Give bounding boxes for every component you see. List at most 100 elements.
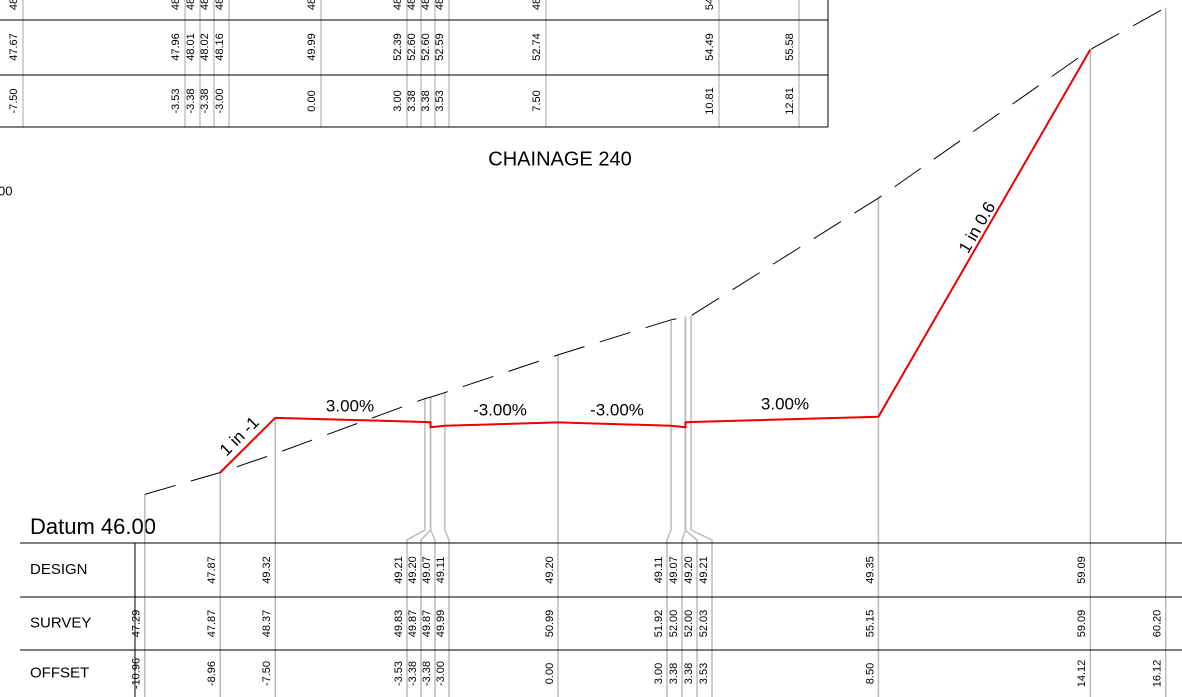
value: 47.67 <box>8 33 20 61</box>
value: 48.16 <box>214 33 226 61</box>
value: 48 <box>199 0 211 10</box>
value: 47.29 <box>131 610 143 638</box>
value: 0.00 <box>306 90 318 111</box>
slope-label: 1 in 0.6 <box>955 199 999 257</box>
section-table: 1 in -13.00% -3.00% -3.00% 3.00%1 in 0.6DES… <box>20 7 1182 697</box>
value: 14.12 <box>1076 660 1088 688</box>
value: 3.00 <box>653 663 665 684</box>
value: -3.00 <box>214 88 226 113</box>
value: -7.50 <box>8 88 20 113</box>
value: 49.87 <box>421 610 433 638</box>
value: 52.59 <box>434 33 446 61</box>
value: 52.39 <box>392 33 404 61</box>
row-label: DESIGN <box>30 561 88 578</box>
value: 49.21 <box>393 556 405 584</box>
value: 8.50 <box>864 663 876 684</box>
row-label: SURVEY <box>30 614 91 631</box>
value: 48 <box>406 0 418 10</box>
value: -8.96 <box>206 661 218 686</box>
value: 54.49 <box>704 33 716 61</box>
value: 48 <box>392 0 404 10</box>
value: 52.00 <box>683 610 695 638</box>
value: 3.38 <box>683 663 695 684</box>
design-line <box>219 49 1092 474</box>
value: 48 <box>170 0 182 10</box>
title: CHAINAGE 240 <box>488 148 631 170</box>
value: -10.96 <box>131 658 143 689</box>
value: 49.35 <box>864 556 876 584</box>
value: 48.01 <box>185 33 197 61</box>
ordinate <box>666 319 672 697</box>
value: -3.00 <box>435 661 447 686</box>
value: 3.53 <box>434 90 446 111</box>
value: 16.12 <box>1152 660 1164 688</box>
slope-label: -3.00% <box>590 400 644 419</box>
value: 48 <box>306 0 318 10</box>
value: 52.60 <box>406 33 418 61</box>
value: 48.37 <box>261 610 273 638</box>
value: 47.87 <box>206 610 218 638</box>
value: 51.92 <box>653 610 665 638</box>
value: 49.99 <box>435 610 447 638</box>
value: 48 <box>214 0 226 10</box>
value: 49.87 <box>407 610 419 638</box>
left-fragment: 00 <box>0 183 12 198</box>
value: 3.00 <box>392 90 404 111</box>
value: -3.53 <box>170 88 182 113</box>
value: 3.38 <box>406 90 418 111</box>
value: 7.50 <box>531 90 543 111</box>
ordinate <box>420 397 432 697</box>
value: 49.20 <box>407 556 419 584</box>
value: 52.60 <box>420 33 432 61</box>
value: -3.38 <box>421 661 433 686</box>
value: 52.74 <box>531 33 543 61</box>
value: -7.50 <box>261 661 273 686</box>
value: 52.00 <box>668 610 680 638</box>
value: 60.20 <box>1152 610 1164 638</box>
value: 49.11 <box>435 557 447 584</box>
value: 48.02 <box>199 33 211 61</box>
value: 49.07 <box>421 556 433 584</box>
value: 49.21 <box>698 556 710 584</box>
value: 49.32 <box>261 556 273 584</box>
ordinate <box>444 392 450 697</box>
value: 12.81 <box>784 87 796 115</box>
ordinate <box>429 397 436 697</box>
value: 49.07 <box>668 556 680 584</box>
value: 47.87 <box>206 556 218 584</box>
value: -3.38 <box>185 88 197 113</box>
value: 49.11 <box>653 557 665 584</box>
value: 0.00 <box>544 663 556 684</box>
value: 48 <box>531 0 543 10</box>
value: 3.38 <box>420 90 432 111</box>
ground-line <box>144 7 1166 495</box>
value: 49.99 <box>306 33 318 61</box>
ordinate <box>406 398 426 697</box>
value: 59.09 <box>1076 610 1088 638</box>
value: 10.81 <box>704 87 716 115</box>
value: 55.15 <box>864 610 876 638</box>
value: 48 <box>185 0 197 10</box>
value: 48 <box>434 0 446 10</box>
slope-label: 3.00% <box>326 396 374 415</box>
row-label: OFFSET <box>30 664 89 681</box>
value: 55.58 <box>784 33 796 61</box>
value: 54 <box>704 0 716 10</box>
ordinate <box>690 315 713 697</box>
value: 50.99 <box>544 610 556 638</box>
value: 47.96 <box>170 33 182 61</box>
value: 49.20 <box>544 556 556 584</box>
value: 59.09 <box>1076 556 1088 584</box>
value: 52.03 <box>698 610 710 638</box>
value: -3.53 <box>393 661 405 686</box>
slope-label: -3.00% <box>473 400 527 419</box>
value: 3.53 <box>698 663 710 684</box>
value: 48 <box>420 0 432 10</box>
slope-label: 3.00% <box>761 394 809 413</box>
value: -3.38 <box>199 88 211 113</box>
datum: Datum 46.00 <box>30 514 156 539</box>
value: 3.38 <box>668 663 680 684</box>
value: -3.38 <box>407 661 419 686</box>
